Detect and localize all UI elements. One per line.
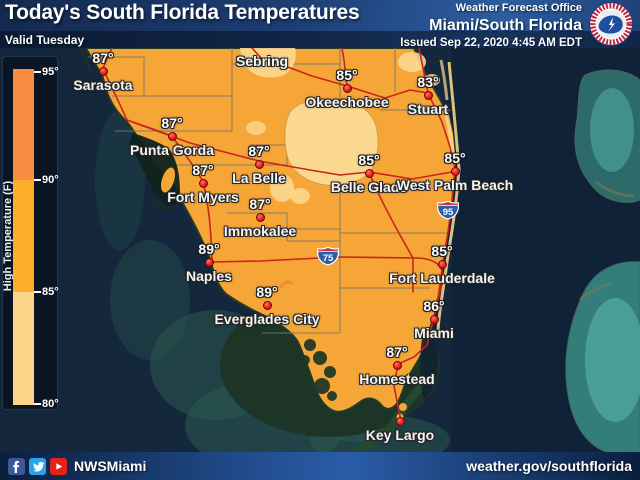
legend-tick-label: 85°	[42, 286, 59, 298]
legend-segment-80-85	[13, 292, 34, 405]
footer-bar: NWSMiami weather.gov/southflorida	[0, 452, 640, 480]
office-block: Weather Forecast Office Miami/South Flor…	[400, 2, 582, 50]
everglades-patches	[300, 339, 337, 405]
office-location: Miami/South Florida	[429, 16, 582, 34]
legend-tick-label: 90°	[42, 174, 59, 186]
twitter-icon[interactable]	[29, 457, 46, 475]
nws-logo-icon	[589, 2, 633, 46]
legend-tick	[34, 71, 41, 73]
legend-panel: High Temperature (F) 95° 90° 85° 80°	[2, 57, 59, 410]
office-name: Weather Forecast Office	[455, 2, 582, 14]
social-handle: NWSMiami	[74, 458, 147, 474]
interstate-95-shield: 95	[436, 200, 460, 220]
valid-strip	[0, 31, 640, 48]
issued-timestamp: Issued Sep 22, 2020 4:45 AM EDT	[400, 36, 582, 49]
page-title: Today's South Florida Temperatures	[5, 1, 360, 24]
legend-segment-85-90	[13, 180, 34, 292]
interstate-75-shield: 75	[316, 246, 340, 266]
header-banner: Today's South Florida Temperatures Valid…	[0, 0, 640, 50]
interstate-75-number: 75	[323, 253, 334, 264]
youtube-icon[interactable]	[50, 457, 67, 475]
legend-tick	[34, 403, 41, 405]
legend-tick	[34, 291, 41, 293]
legend-tick-label: 80°	[42, 398, 59, 410]
interstate-95-number: 95	[443, 207, 454, 218]
website-url: weather.gov/southflorida	[466, 458, 632, 474]
legend-tick-label: 95°	[42, 66, 59, 78]
coastal-bays	[129, 133, 438, 400]
legend-tick	[34, 179, 41, 181]
valid-time-label: Valid Tuesday	[5, 33, 85, 47]
legend-segment-90-95	[13, 69, 34, 180]
facebook-icon[interactable]	[8, 457, 25, 475]
bahama-banks	[565, 69, 640, 455]
legend-color-bar	[13, 69, 34, 405]
